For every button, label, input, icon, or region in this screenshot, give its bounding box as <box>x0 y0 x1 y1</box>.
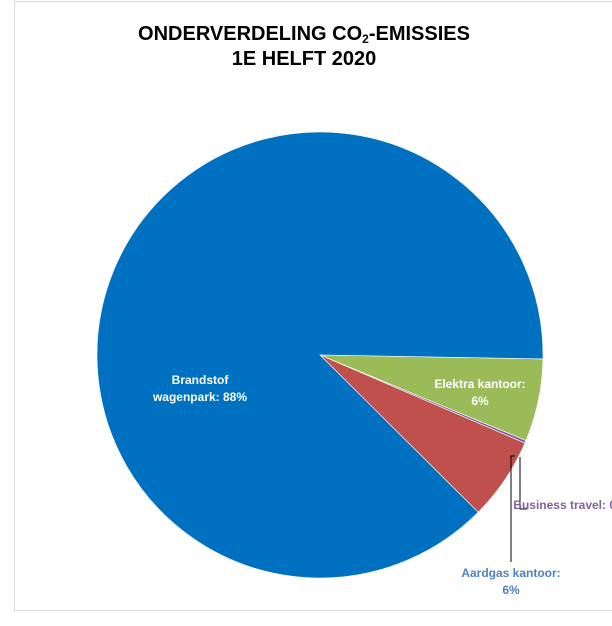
chart-title-line-2: 1E HELFT 2020 <box>231 48 377 70</box>
title-subscript: 2 <box>362 32 369 46</box>
title-text-suffix: -EMISSIES <box>368 23 470 45</box>
data-labels: Elektra kantoor:6% Business travel: 0% Aar… <box>152 373 612 597</box>
data-label-business-travel: Business travel: 0% <box>513 498 612 512</box>
chart-title-line-1: ONDERVERDELING CO2-EMISSIES <box>14 22 594 47</box>
title-text-prefix: ONDERVERDELING CO <box>138 23 363 45</box>
leader-lines <box>510 455 527 562</box>
slice-brandstof-wagenpark <box>96 131 544 579</box>
leader-line-aardgas-kantoor <box>510 455 515 562</box>
data-label-elektra-kantoor: Elektra kantoor: 6% <box>434 377 525 408</box>
chart-title: ONDERVERDELING CO2-EMISSIES 1E HELFT 202… <box>14 22 594 72</box>
leader-line-business-travel <box>519 457 527 510</box>
data-label-brandstof-wagenpark: Brandstof wagenpark: 88% <box>152 373 247 404</box>
pie-slices <box>96 131 544 579</box>
data-label-aardgas-kantoor: Aardgas kantoor: 6% <box>461 566 560 597</box>
